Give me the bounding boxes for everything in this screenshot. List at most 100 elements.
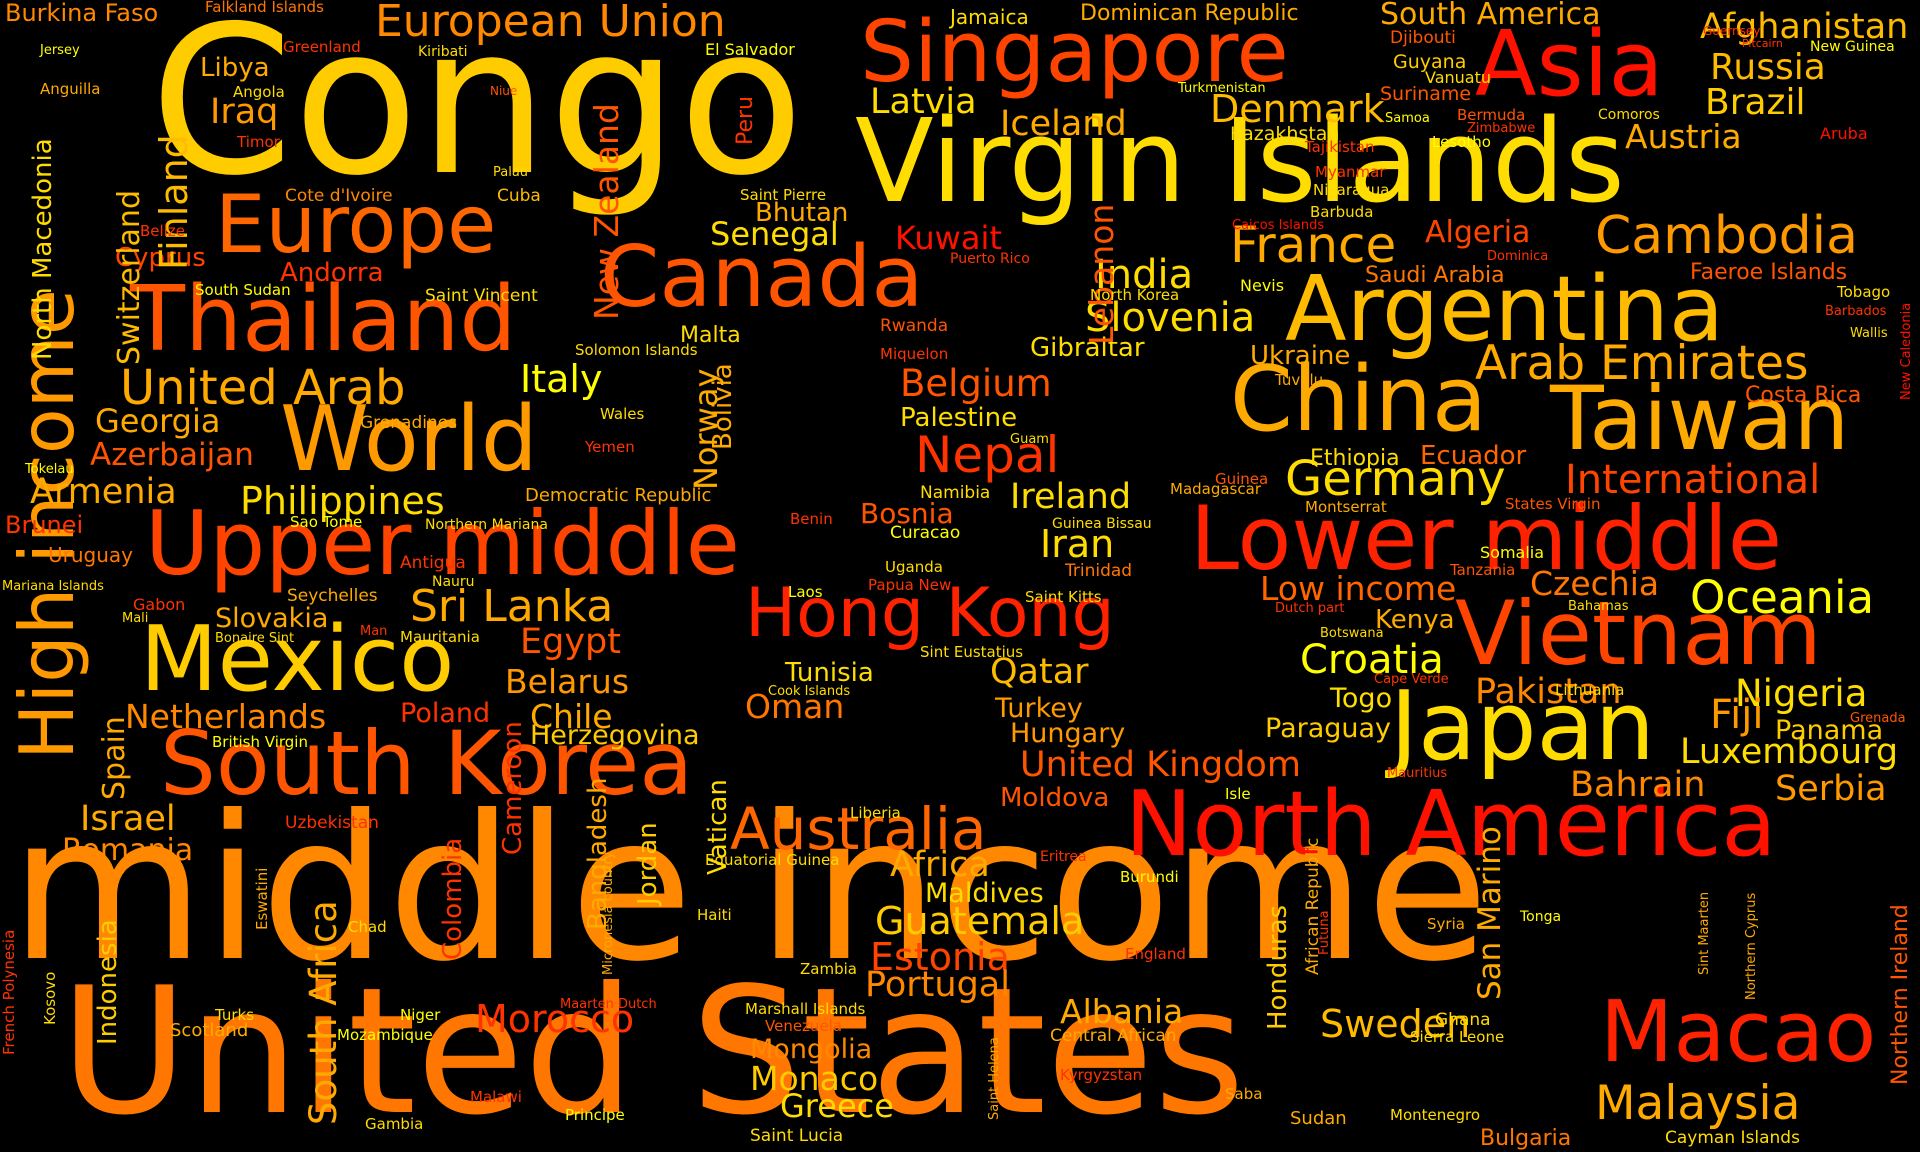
word-guernsey: Guernsey bbox=[1703, 24, 1761, 38]
word-guatemala: Guatemala bbox=[875, 899, 1085, 943]
word-england: England bbox=[1125, 945, 1186, 963]
word-sierra-leone: Sierra Leone bbox=[1410, 1028, 1505, 1046]
word-isle: Isle bbox=[1225, 785, 1251, 803]
word-kiribati: Kiribati bbox=[418, 44, 468, 60]
word-kosovo: Kosovo bbox=[41, 971, 59, 1025]
word-saba: Saba bbox=[1225, 1085, 1263, 1103]
word-bahrain: Bahrain bbox=[1570, 765, 1706, 805]
word-niue: Niue bbox=[490, 84, 518, 98]
word-cote-d-ivoire: Cote d'Ivoire bbox=[285, 186, 393, 206]
word-iraq: Iraq bbox=[210, 92, 279, 132]
word-miquelon: Miquelon bbox=[880, 345, 949, 363]
word-papua-new: Papua New bbox=[868, 576, 952, 594]
word-moldova: Moldova bbox=[1000, 783, 1110, 813]
word-saudi-arabia: Saudi Arabia bbox=[1365, 263, 1505, 288]
word-algeria: Algeria bbox=[1425, 215, 1531, 250]
word-guinea: Guinea bbox=[1215, 470, 1269, 488]
word-albania: Albania bbox=[1060, 992, 1184, 1031]
word-world: World bbox=[280, 387, 538, 492]
word-sint-maarten: Sint Maarten bbox=[1697, 891, 1712, 975]
word-saint-vincent: Saint Vincent bbox=[425, 286, 538, 306]
word-saint-kitts: Saint Kitts bbox=[1025, 588, 1102, 606]
word-malta: Malta bbox=[680, 323, 741, 348]
word-north-korea: North Korea bbox=[1090, 286, 1180, 304]
word-jamaica: Jamaica bbox=[950, 5, 1029, 29]
word-colombia: Colombia bbox=[438, 837, 468, 960]
word-barbados: Barbados bbox=[1825, 304, 1887, 319]
word-cape-verde: Cape Verde bbox=[1374, 672, 1449, 687]
word-india: India bbox=[1095, 252, 1194, 298]
word-bonaire-sint: Bonaire Sint bbox=[215, 631, 295, 646]
word-comoros: Comoros bbox=[1598, 107, 1660, 123]
word-cameroon: Cameroon bbox=[498, 721, 528, 855]
word-thailand: Thailand bbox=[130, 267, 517, 372]
word-greece: Greece bbox=[780, 1087, 894, 1125]
word-turkmenistan: Turkmenistan bbox=[1178, 81, 1266, 96]
word-united-states: United States bbox=[60, 951, 1246, 1152]
word-aruba: Aruba bbox=[1820, 124, 1868, 143]
word-cambodia: Cambodia bbox=[1595, 206, 1858, 266]
word-new-zealand: New Zealand bbox=[587, 103, 626, 320]
word-asia: Asia bbox=[1475, 12, 1664, 117]
word-kazakhstan: Kazakhstan bbox=[1230, 123, 1340, 145]
word-ireland: Ireland bbox=[1010, 477, 1132, 517]
word-europe: Europe bbox=[215, 178, 497, 271]
word-france: France bbox=[1230, 216, 1397, 274]
word-scotland: Scotland bbox=[170, 1020, 249, 1041]
word-paraguay: Paraguay bbox=[1265, 713, 1392, 744]
word-low-income: Low income bbox=[1260, 569, 1457, 608]
word-jordan: Jordan bbox=[633, 822, 663, 905]
word-south-africa: South Africa bbox=[302, 900, 345, 1125]
word-south-america: South America bbox=[1380, 0, 1601, 32]
word-dominican-republic: Dominican Republic bbox=[1080, 1, 1299, 26]
word-faeroe-islands: Faeroe Islands bbox=[1690, 260, 1848, 285]
word-wales: Wales bbox=[600, 405, 645, 423]
word-germany: Germany bbox=[1285, 451, 1506, 507]
word-tuvalu: Tuvalu bbox=[1275, 371, 1324, 389]
word-namibia: Namibia bbox=[920, 483, 991, 503]
word-venezuela: Venezuela bbox=[765, 1017, 843, 1035]
word-montenegro: Montenegro bbox=[1390, 1106, 1481, 1124]
word-senegal: Senegal bbox=[710, 215, 839, 253]
word-madagascar: Madagascar bbox=[1170, 480, 1261, 498]
word-malawi: Malawi bbox=[470, 1088, 522, 1106]
word-solomon-islands: Solomon Islands bbox=[575, 341, 698, 359]
word-united-kingdom: United Kingdom bbox=[1020, 745, 1301, 785]
word-egypt: Egypt bbox=[520, 622, 621, 662]
word-belarus: Belarus bbox=[505, 662, 630, 701]
word-bermuda: Bermuda bbox=[1457, 106, 1526, 124]
word-brazil: Brazil bbox=[1705, 82, 1806, 123]
word-mexico: Mexico bbox=[140, 607, 455, 712]
word-uzbekistan: Uzbekistan bbox=[285, 813, 379, 833]
word-barbuda: Barbuda bbox=[1310, 203, 1374, 221]
word-upper-middle: Upper middle bbox=[145, 492, 740, 595]
word-romania: Romania bbox=[62, 833, 194, 868]
word-wallis: Wallis bbox=[1850, 326, 1888, 341]
word-somalia: Somalia bbox=[1480, 543, 1545, 562]
word-hungary: Hungary bbox=[1010, 718, 1126, 749]
word-denmark: Denmark bbox=[1210, 87, 1385, 131]
word-antigua: Antigua bbox=[400, 553, 466, 573]
word-pitcairn: Pitcairn bbox=[1742, 37, 1783, 50]
word-niger: Niger bbox=[400, 1006, 441, 1024]
word-lithuania: Lithuania bbox=[1555, 681, 1625, 699]
word-saint-helena: Saint Helena bbox=[987, 1037, 1002, 1120]
word-lebanon: Lebanon bbox=[1082, 203, 1121, 345]
word-micronesia-country: Micronesia country bbox=[601, 851, 616, 975]
word-brunei: Brunei bbox=[5, 511, 84, 539]
word-northern-mariana: Northern Mariana bbox=[425, 517, 548, 533]
word-switzerland: Switzerland bbox=[112, 190, 147, 365]
word-azerbaijan: Azerbaijan bbox=[90, 437, 254, 473]
word-tokelau: Tokelau bbox=[25, 462, 74, 477]
word-gabon: Gabon bbox=[133, 595, 186, 614]
word-northern-ireland: Northern Ireland bbox=[1888, 904, 1913, 1085]
word-china: China bbox=[1230, 347, 1488, 452]
word-fiji: Fiji bbox=[1710, 692, 1764, 738]
word-greenland: Greenland bbox=[283, 38, 361, 56]
word-singapore: Singapore bbox=[860, 3, 1289, 102]
word-gambia: Gambia bbox=[365, 1115, 424, 1133]
word-oman: Oman bbox=[745, 687, 845, 726]
word-south-korea: South Korea bbox=[160, 712, 694, 815]
word-guam: Guam bbox=[1010, 432, 1049, 447]
